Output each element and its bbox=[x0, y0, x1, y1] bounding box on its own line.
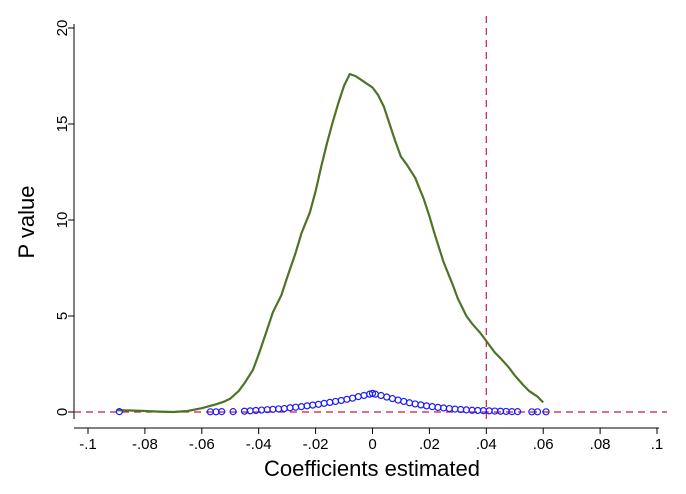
y-tick-label: 10 bbox=[54, 212, 71, 229]
x-tick-label: .08 bbox=[590, 436, 611, 453]
series-layer bbox=[115, 73, 550, 416]
scatter-point bbox=[513, 408, 522, 416]
scatter-point bbox=[368, 389, 377, 397]
x-tick-label: -.06 bbox=[189, 436, 215, 453]
x-tick-label: .02 bbox=[419, 436, 440, 453]
scatter-point bbox=[115, 408, 123, 416]
x-tick-label: -.08 bbox=[132, 436, 158, 453]
x-tick-label: -.02 bbox=[303, 436, 329, 453]
y-tick-label: 0 bbox=[54, 408, 71, 416]
x-tick-label: 0 bbox=[368, 436, 376, 453]
x-axis-title: Coefficients estimated bbox=[264, 456, 480, 481]
scatter-point bbox=[229, 408, 237, 416]
scatter-point bbox=[533, 408, 542, 416]
scatter-point bbox=[542, 408, 550, 416]
scatter-point bbox=[218, 408, 226, 416]
y-axis-title: P value bbox=[14, 186, 39, 259]
y-ticks: 0 5 10 15 20 bbox=[54, 20, 74, 416]
x-tick-label: .04 bbox=[476, 436, 497, 453]
x-tick-label: .06 bbox=[533, 436, 554, 453]
x-tick-label: -.04 bbox=[246, 436, 272, 453]
x-ticks: -.1 -.08 -.06 -.04 -.02 0 .02 .04 .06 .08 .1 bbox=[79, 428, 663, 453]
x-tick-label: -.1 bbox=[79, 436, 97, 453]
y-tick-label: 20 bbox=[54, 20, 71, 37]
y-tick-label: 15 bbox=[54, 116, 71, 133]
y-tick-label: 5 bbox=[54, 312, 71, 320]
x-tick-label: .1 bbox=[651, 436, 664, 453]
density-line bbox=[116, 73, 544, 414]
